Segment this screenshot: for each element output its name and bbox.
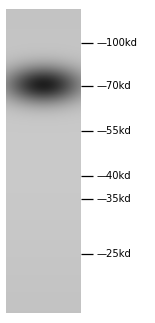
Bar <box>6 25 81 29</box>
Bar <box>6 256 81 260</box>
Bar <box>6 207 81 211</box>
Bar <box>6 268 81 272</box>
Bar <box>6 158 81 162</box>
Bar <box>6 169 81 173</box>
Bar <box>6 230 81 234</box>
Bar <box>6 264 81 268</box>
Bar <box>6 146 81 150</box>
Bar <box>6 139 81 142</box>
Bar <box>6 241 81 245</box>
Bar <box>6 142 81 146</box>
Bar <box>6 196 81 200</box>
Bar <box>6 14 81 17</box>
Bar <box>6 47 81 51</box>
Bar <box>6 275 81 279</box>
Bar <box>6 192 81 196</box>
Bar <box>6 234 81 237</box>
Bar <box>6 279 81 283</box>
Bar <box>6 309 81 313</box>
Bar <box>6 109 81 112</box>
Bar <box>6 177 81 181</box>
Bar <box>6 150 81 154</box>
Bar <box>6 154 81 158</box>
Bar <box>6 21 81 25</box>
Text: —55kd: —55kd <box>96 126 131 136</box>
Text: —25kd: —25kd <box>96 249 131 258</box>
Bar <box>6 245 81 249</box>
Bar <box>6 215 81 218</box>
Text: —100kd: —100kd <box>96 38 137 47</box>
Bar <box>6 173 81 177</box>
Bar <box>6 188 81 192</box>
Bar <box>6 260 81 264</box>
Bar <box>6 116 81 120</box>
Bar <box>6 302 81 306</box>
Bar <box>6 74 81 78</box>
Bar <box>6 226 81 230</box>
Bar <box>6 59 81 63</box>
Bar <box>6 51 81 55</box>
Bar <box>6 93 81 97</box>
Bar <box>6 306 81 309</box>
Bar <box>6 105 81 109</box>
Bar <box>6 131 81 135</box>
Bar <box>6 203 81 207</box>
Bar <box>6 162 81 165</box>
Text: —40kd: —40kd <box>96 171 131 181</box>
Bar <box>6 184 81 188</box>
Bar <box>6 67 81 70</box>
Bar <box>6 291 81 294</box>
Bar <box>6 86 81 89</box>
Bar <box>6 70 81 74</box>
Bar <box>6 165 81 169</box>
Bar <box>6 82 81 86</box>
Bar <box>6 218 81 222</box>
Bar <box>6 294 81 298</box>
Bar <box>6 135 81 139</box>
Bar <box>6 89 81 93</box>
Bar <box>6 63 81 67</box>
Bar <box>6 272 81 275</box>
Bar <box>6 29 81 32</box>
Bar <box>6 36 81 40</box>
Bar <box>6 181 81 184</box>
Bar <box>6 112 81 116</box>
Bar <box>6 101 81 105</box>
Bar <box>6 40 81 44</box>
Bar <box>6 222 81 226</box>
Text: —70kd: —70kd <box>96 81 131 90</box>
Bar <box>6 44 81 47</box>
Bar <box>6 253 81 256</box>
Bar <box>6 10 81 14</box>
Bar <box>6 298 81 302</box>
Bar <box>6 120 81 123</box>
Bar <box>6 78 81 82</box>
Bar <box>6 123 81 127</box>
Bar <box>6 199 81 203</box>
Bar <box>6 97 81 101</box>
Bar <box>6 127 81 131</box>
Bar <box>6 237 81 241</box>
Bar <box>6 287 81 291</box>
Bar <box>6 32 81 36</box>
Bar <box>6 283 81 287</box>
Bar <box>6 211 81 214</box>
Bar <box>6 55 81 59</box>
Text: —35kd: —35kd <box>96 194 131 203</box>
Bar <box>6 17 81 21</box>
Bar <box>6 249 81 253</box>
